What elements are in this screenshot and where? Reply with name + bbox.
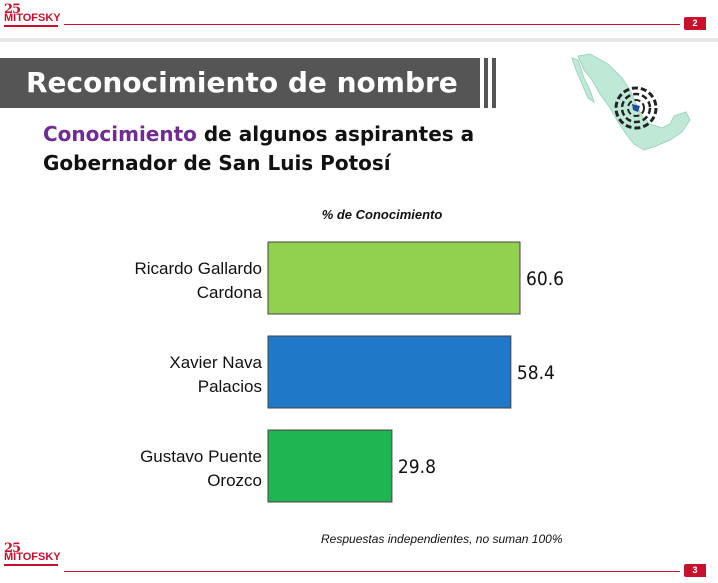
slide-title: Reconocimiento de nombre xyxy=(26,66,458,99)
header-rule xyxy=(64,24,680,25)
subtitle-line1: de algunos aspirantes a xyxy=(196,122,475,146)
bar-0 xyxy=(267,241,521,315)
data-label-1: 58.4 xyxy=(517,362,555,384)
subtitle-line2: Gobernador de San Luis Potosí xyxy=(43,151,391,175)
slide-title-bar: Reconocimiento de nombre xyxy=(0,58,480,108)
title-accent xyxy=(492,58,496,108)
title-accent xyxy=(484,58,488,108)
page-number-top: 2 xyxy=(684,17,706,30)
mexico-map-icon xyxy=(571,53,691,151)
logo-underline xyxy=(4,564,58,566)
category-label-1-1: Palacios xyxy=(198,377,262,396)
footnote: Respuestas independientes, no suman 100% xyxy=(321,532,563,546)
page-number-bottom: 3 xyxy=(684,564,706,577)
logo-number: 25 xyxy=(4,541,21,556)
bar-2 xyxy=(267,429,393,503)
logo-underline xyxy=(4,25,58,27)
mitofsky-logo-bottom: 25 MITOFSKY xyxy=(4,541,64,569)
chart-title: % de Conocimiento xyxy=(322,207,443,222)
logo-name: MITOFSKY xyxy=(4,551,61,563)
category-label-2-0: Gustavo Puente xyxy=(140,447,262,466)
category-label-1-0: Xavier Nava xyxy=(169,353,262,372)
bar-1 xyxy=(267,335,512,409)
mitofsky-logo-top: 25 MITOFSKY xyxy=(4,2,64,30)
subtitle-highlight: Conocimiento xyxy=(43,122,197,146)
separator-band xyxy=(0,38,718,42)
bars-group: 60.6 Ricardo Gallardo Cardona 58.4 Xavier Na… xyxy=(134,241,564,503)
category-label-0-0: Ricardo Gallardo xyxy=(134,259,262,278)
data-label-2: 29.8 xyxy=(398,456,436,478)
logo-number: 25 xyxy=(4,2,21,17)
category-label-2-1: Orozco xyxy=(207,471,262,490)
top-strip xyxy=(0,0,718,42)
slide-subtitle: Conocimiento de algunos aspirantes a Gob… xyxy=(43,120,474,178)
category-label-0-1: Cardona xyxy=(197,283,263,302)
logo-name: MITOFSKY xyxy=(4,12,61,24)
footer-rule xyxy=(64,571,680,572)
data-label-0: 60.6 xyxy=(526,268,564,290)
